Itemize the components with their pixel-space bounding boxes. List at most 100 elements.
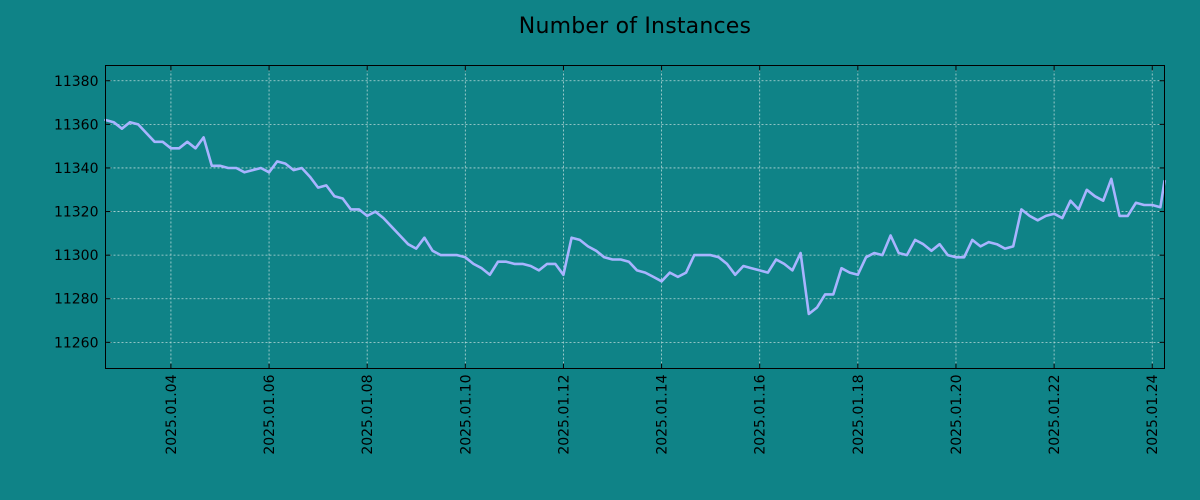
y-axis: 11260 11280 11300 11320 11340 11360 11380 <box>54 74 1165 351</box>
data-point <box>922 243 924 245</box>
data-point <box>906 254 908 256</box>
data-point <box>644 272 646 274</box>
data-point <box>996 243 998 245</box>
data-point <box>1069 200 1072 202</box>
x-axis: 2025.01.04 2025.01.06 2025.01.08 2025.01.10… <box>164 65 1161 455</box>
data-point <box>603 256 605 258</box>
data-point <box>718 256 720 258</box>
data-point <box>669 272 671 274</box>
x-tick-label: 2025.01.04 <box>164 374 180 454</box>
data-point <box>628 261 630 263</box>
data-point <box>1061 217 1063 219</box>
data-point <box>1004 248 1006 250</box>
data-point <box>497 261 499 263</box>
data-point <box>857 274 859 276</box>
data-point <box>1086 189 1088 191</box>
data-point <box>317 187 319 189</box>
data-point <box>800 252 802 254</box>
data-point <box>121 128 123 130</box>
data-point <box>636 269 638 271</box>
data-point <box>930 250 933 252</box>
data-point <box>791 269 794 271</box>
data-point <box>808 313 810 315</box>
data-point <box>587 245 589 247</box>
data-point <box>407 243 409 245</box>
x-tick-label: 2025.01.10 <box>458 375 474 455</box>
data-point <box>881 254 884 256</box>
data-point <box>1110 178 1112 180</box>
data-point <box>595 250 597 252</box>
data-point <box>350 208 352 210</box>
data-point <box>685 272 687 274</box>
chart-title: Number of Instances <box>518 14 752 39</box>
x-tick-label: 2025.01.22 <box>1047 375 1063 455</box>
data-point <box>1151 204 1153 206</box>
data-point <box>252 169 254 171</box>
data-point <box>579 239 581 241</box>
data-point <box>759 269 761 271</box>
data-point <box>129 121 131 123</box>
data-point <box>301 167 303 169</box>
grid-lines <box>105 65 1165 369</box>
data-point <box>873 252 875 254</box>
data-point <box>979 245 982 247</box>
y-tick-label: 11280 <box>54 292 99 308</box>
data-point <box>1053 213 1055 215</box>
data-point <box>1037 219 1039 221</box>
x-tick-label: 2025.01.08 <box>360 375 376 455</box>
data-point <box>898 252 900 254</box>
x-tick-label: 2025.01.14 <box>655 374 671 454</box>
data-point <box>840 267 843 269</box>
data-point <box>783 263 785 265</box>
data-point <box>489 274 491 276</box>
data-point <box>693 254 695 256</box>
data-point <box>701 254 704 256</box>
data-point <box>235 167 237 169</box>
data-point <box>661 280 663 282</box>
data-point <box>538 269 540 271</box>
data-point <box>677 276 679 278</box>
data-point <box>399 234 401 237</box>
x-tick-label: 2025.01.18 <box>851 375 867 455</box>
data-point <box>914 239 916 241</box>
series-line <box>104 118 1166 316</box>
data-point <box>1118 215 1121 217</box>
data-point <box>571 237 573 239</box>
data-point <box>194 147 197 149</box>
data-point <box>1094 195 1096 197</box>
data-point <box>513 263 516 265</box>
data-point <box>1127 215 1129 217</box>
data-point <box>1159 206 1161 208</box>
y-tick-label: 11380 <box>54 74 99 90</box>
data-point <box>464 256 466 258</box>
data-point <box>939 243 941 245</box>
data-point <box>137 123 139 125</box>
data-point <box>358 208 360 210</box>
data-point <box>816 306 818 309</box>
data-point <box>652 276 655 278</box>
data-point <box>448 254 450 256</box>
data-point <box>423 237 425 239</box>
data-point <box>971 239 973 241</box>
data-point <box>1012 245 1014 247</box>
data-point <box>178 147 180 149</box>
data-point <box>620 258 622 261</box>
x-tick-label: 2025.01.20 <box>949 375 965 455</box>
data-point <box>865 256 867 258</box>
data-point <box>611 258 614 261</box>
data-point <box>325 184 327 186</box>
data-point <box>890 234 892 237</box>
series-layer <box>104 118 1166 316</box>
data-point <box>276 160 278 162</box>
data-point <box>440 254 442 256</box>
data-point <box>1020 208 1023 210</box>
data-point <box>415 248 417 250</box>
data-point <box>1078 208 1080 210</box>
y-tick-label: 11340 <box>54 161 99 177</box>
data-point <box>170 147 172 149</box>
data-point <box>186 141 188 143</box>
data-point <box>824 293 826 295</box>
data-point <box>154 141 156 143</box>
data-point <box>227 167 229 169</box>
